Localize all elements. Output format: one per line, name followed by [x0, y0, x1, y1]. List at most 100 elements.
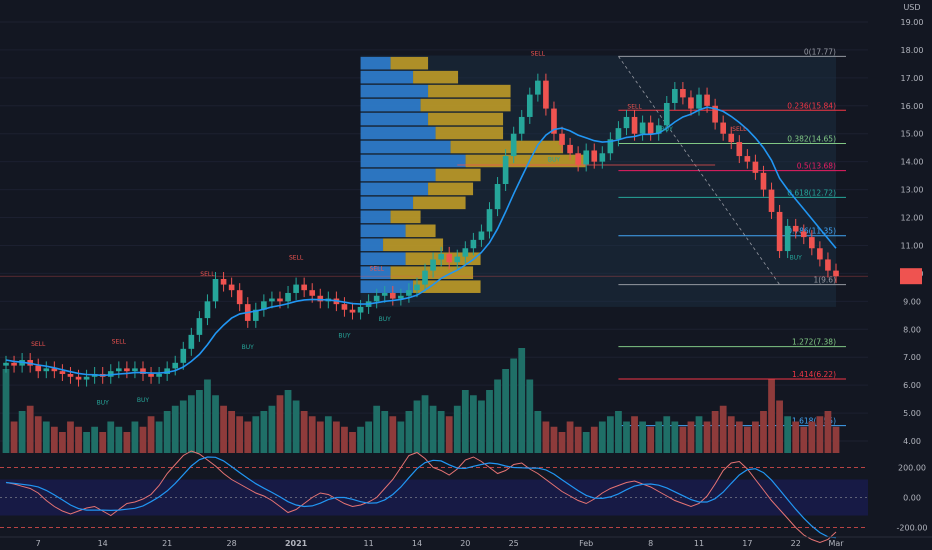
candle-body: [736, 142, 743, 157]
volume-bar: [429, 405, 437, 453]
candle-body: [817, 248, 823, 260]
time-tick-label: 8: [648, 539, 653, 548]
candle-body: [776, 211, 783, 252]
candle-body: [478, 231, 485, 240]
volume-bar: [284, 390, 292, 453]
volume-bar: [776, 400, 783, 453]
sell-signal-label: SELL: [289, 254, 304, 261]
volume-bar: [816, 416, 824, 453]
volume-bar: [26, 405, 34, 453]
candle-body: [615, 128, 622, 140]
candle-body: [784, 225, 791, 252]
volume-bar: [139, 426, 147, 453]
candle-body: [688, 97, 694, 109]
volume-bar: [502, 369, 509, 453]
volume-bar: [695, 416, 703, 453]
volume-bar: [566, 421, 574, 453]
volume-bar: [590, 426, 598, 453]
candle-body: [398, 295, 404, 299]
sell-signal-label: SELL: [627, 104, 642, 111]
buy-signal-label: BUY: [137, 397, 150, 404]
candle-body: [164, 368, 170, 374]
candle-body: [228, 284, 235, 291]
volume-bar: [268, 405, 276, 453]
volume-bar: [703, 421, 711, 453]
volume-bar: [671, 421, 679, 453]
volume-bar: [631, 416, 638, 453]
volume-bar: [187, 395, 195, 453]
volume-bar: [10, 421, 18, 453]
volume-profile-bar: [360, 196, 414, 210]
candle-body: [744, 156, 751, 162]
candle-body: [252, 309, 259, 321]
volume-bar: [615, 411, 622, 453]
time-tick-label: 25: [509, 539, 519, 548]
volume-bar: [760, 411, 767, 453]
price-tick-label: 18.00: [901, 46, 924, 55]
buy-signal-label: BUY: [379, 316, 392, 323]
buy-signal-label: BUY: [97, 400, 110, 407]
fib-level-label: 0.618(12.72): [787, 188, 836, 197]
volume-profile-bar: [360, 238, 384, 252]
price-tick-label: 14.00: [901, 158, 924, 167]
candle-body: [349, 309, 356, 313]
volume-profile-bar: [360, 154, 466, 168]
candle-body: [11, 362, 17, 366]
volume-bar: [67, 421, 74, 453]
buy-signal-label: BUY: [790, 254, 803, 261]
candle-body: [148, 373, 154, 377]
volume-profile-bar: [383, 238, 444, 252]
volume-bar: [59, 432, 66, 453]
candle-body: [107, 371, 114, 377]
candle-body: [180, 348, 187, 363]
volume-bar: [743, 426, 751, 453]
volume-bar: [461, 390, 469, 453]
volume-bar: [333, 421, 340, 453]
candle-body: [752, 161, 759, 173]
volume-bar: [679, 426, 687, 453]
candle-body: [373, 295, 380, 302]
buy-signal-label: BUY: [661, 126, 674, 133]
candle-body: [220, 278, 227, 285]
candle-body: [172, 362, 179, 369]
fib-level-label: 0.382(14.65): [787, 134, 836, 143]
candle-body: [607, 139, 614, 154]
volume-profile-bar: [360, 98, 421, 112]
fib-level-label: 0(17.77): [804, 47, 836, 56]
volume-bar: [832, 426, 840, 453]
price-tick-label: 19.00: [901, 18, 924, 27]
candle-body: [696, 94, 702, 109]
candle-body: [800, 231, 807, 238]
price-tick-label: 9.00: [903, 297, 921, 306]
volume-bar: [598, 421, 606, 453]
volume-bar: [768, 379, 775, 453]
volume-bar: [341, 426, 348, 453]
candle-body: [3, 362, 9, 366]
candle-body: [196, 318, 203, 335]
price-tick-label: 12.00: [901, 214, 924, 223]
volume-bar: [365, 421, 373, 453]
volume-profile-bar: [450, 140, 564, 154]
osc-tick-label: 200.00: [898, 464, 926, 473]
candle-body: [357, 306, 364, 313]
volume-profile-bar: [360, 126, 436, 140]
price-tick-label: 5.00: [903, 409, 921, 418]
candle-body: [124, 368, 130, 372]
volume-bar: [50, 426, 58, 453]
current-price-marker: [900, 268, 922, 285]
volume-profile-bar: [360, 70, 414, 84]
candle-body: [446, 253, 453, 263]
price-tick-label: 16.00: [901, 102, 924, 111]
volume-profile-bar: [435, 168, 481, 182]
volume-profile-bar: [360, 210, 391, 224]
fib-level-label: 0.5(13.68): [797, 162, 836, 171]
volume-bar: [349, 432, 356, 453]
candle-body: [269, 298, 275, 302]
volume-bar: [34, 416, 42, 453]
volume-bar: [42, 421, 50, 453]
candle-body: [75, 376, 82, 380]
volume-bar: [727, 416, 735, 453]
candle-body: [261, 301, 267, 310]
fib-level-label: 0.236(15.84): [787, 101, 836, 110]
